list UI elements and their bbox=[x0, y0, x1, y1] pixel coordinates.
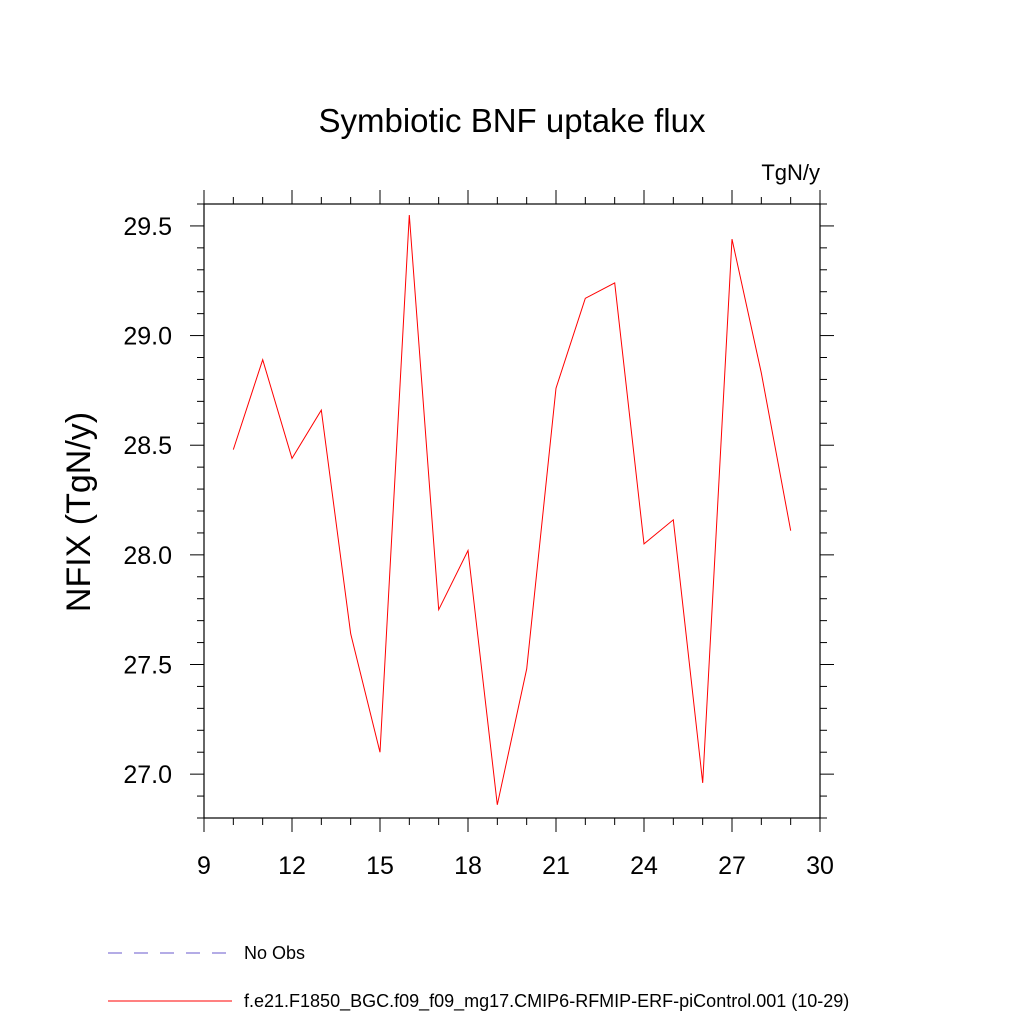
y-tick-label: 28.5 bbox=[123, 432, 172, 460]
y-tick-label: 27.5 bbox=[123, 652, 172, 680]
y-axis-label: NFIX (TgN/y) bbox=[60, 412, 98, 612]
x-tick-label: 12 bbox=[278, 852, 306, 880]
legend-label-model-run: f.e21.F1850_BGC.f09_f09_mg17.CMIP6-RFMIP… bbox=[244, 991, 849, 1012]
series-layer bbox=[232, 214, 792, 805]
units-label: TgN/y bbox=[761, 160, 820, 185]
x-tick-labels: 9 12 15 18 21 24 27 30 bbox=[197, 852, 834, 880]
chart-title: Symbiotic BNF uptake flux bbox=[319, 102, 706, 139]
x-tick-label: 9 bbox=[197, 852, 211, 880]
series-line bbox=[232, 214, 792, 805]
legend: No Obs f.e21.F1850_BGC.f09_f09_mg17.CMIP… bbox=[108, 943, 849, 1012]
x-tick-label: 27 bbox=[718, 852, 746, 880]
y-tick-label: 28.0 bbox=[123, 542, 172, 570]
y-tick-labels: 27.0 27.5 28.0 28.5 29.0 29.5 bbox=[123, 213, 172, 789]
axis-ticks bbox=[190, 190, 834, 832]
y-tick-label: 27.0 bbox=[123, 761, 172, 789]
y-tick-label: 29.5 bbox=[123, 213, 172, 241]
x-tick-label: 15 bbox=[366, 852, 394, 880]
x-tick-label: 30 bbox=[806, 852, 834, 880]
plot-frame bbox=[203, 203, 821, 819]
x-tick-label: 24 bbox=[630, 852, 658, 880]
legend-label-no-obs: No Obs bbox=[244, 943, 305, 963]
x-tick-label: 18 bbox=[454, 852, 482, 880]
y-tick-label: 29.0 bbox=[123, 323, 172, 351]
x-tick-label: 21 bbox=[542, 852, 570, 880]
